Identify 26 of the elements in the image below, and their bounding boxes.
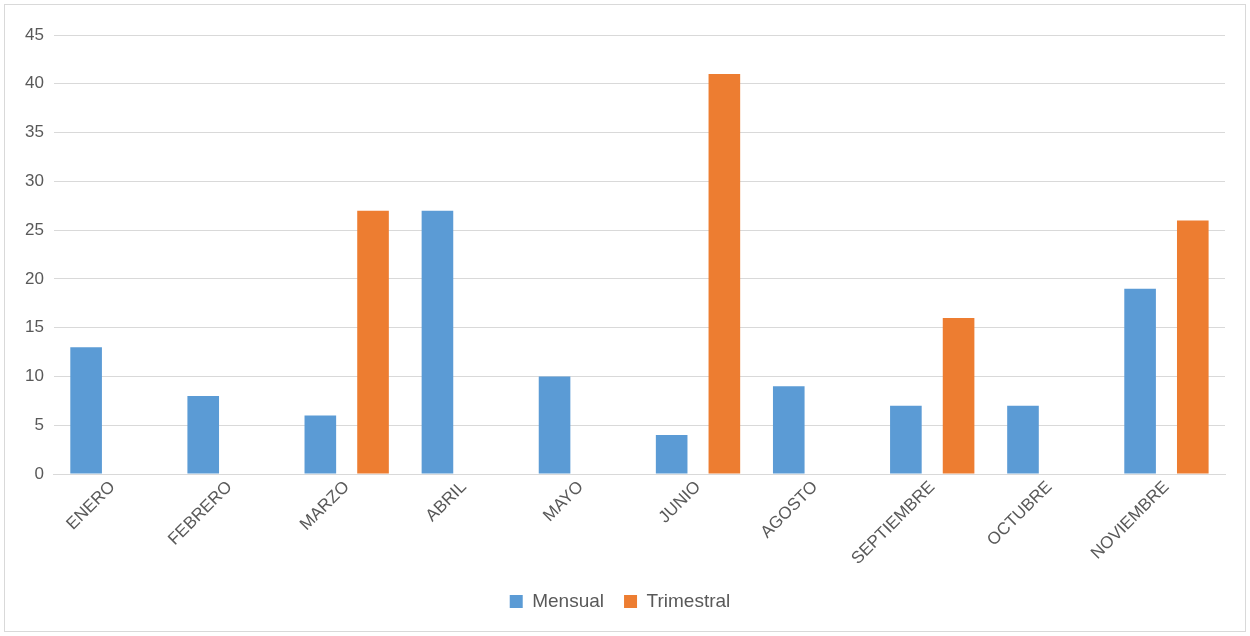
y-tick-label: 5	[34, 414, 44, 434]
y-tick-label: 0	[34, 463, 44, 483]
bar	[538, 376, 571, 474]
bar	[708, 74, 741, 474]
y-tick-label: 10	[24, 366, 44, 386]
bar	[655, 435, 688, 474]
legend-label: Mensual	[532, 589, 605, 611]
y-tick-label: 15	[24, 317, 44, 337]
bar	[357, 210, 389, 474]
bar	[421, 210, 454, 474]
y-tick-label: 35	[24, 122, 44, 142]
y-tick-label: 30	[24, 171, 44, 191]
bar	[70, 347, 102, 474]
y-tick-label: 20	[24, 268, 44, 288]
bar	[942, 317, 975, 474]
bar	[304, 415, 337, 474]
y-tick-label: 40	[24, 73, 44, 93]
bar	[1007, 405, 1039, 474]
y-tick-label: 25	[24, 219, 44, 239]
legend-label: Trimestral	[646, 589, 731, 611]
bar	[1124, 288, 1156, 474]
bar	[187, 396, 220, 474]
y-tick-label: 45	[24, 24, 44, 44]
bar	[772, 386, 805, 474]
bar	[1176, 220, 1209, 474]
bar	[890, 405, 922, 474]
